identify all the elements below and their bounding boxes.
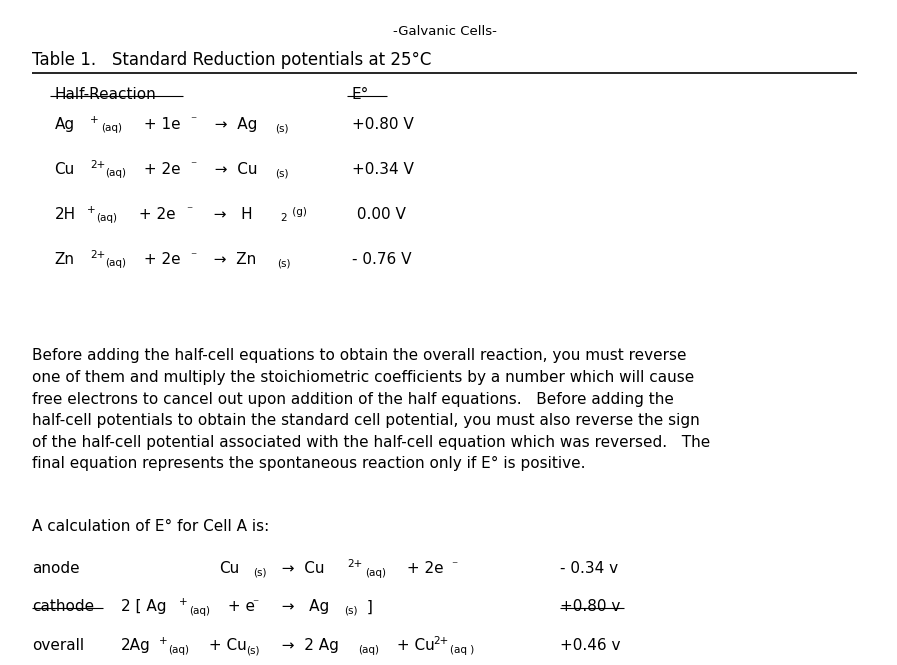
Text: (aq): (aq)	[365, 568, 386, 578]
Text: ⁻: ⁻	[186, 205, 192, 217]
Text: 0.00 V: 0.00 V	[352, 207, 405, 221]
Text: Half-Reaction: Half-Reaction	[55, 88, 156, 102]
Text: (s): (s)	[253, 568, 266, 578]
Text: +: +	[179, 597, 187, 607]
Text: →  Ag: → Ag	[205, 116, 257, 132]
Text: +0.80 V: +0.80 V	[352, 116, 414, 132]
Text: (aq ): (aq )	[450, 645, 475, 655]
Text: - 0.76 V: - 0.76 V	[352, 252, 411, 267]
Text: +0.34 V: +0.34 V	[352, 162, 414, 177]
Text: +0.80 v: +0.80 v	[560, 599, 621, 614]
Text: + Cu: + Cu	[392, 638, 434, 654]
Text: (s): (s)	[246, 645, 259, 655]
Text: - 0.34 v: - 0.34 v	[560, 561, 618, 576]
Text: →   Ag: → Ag	[272, 599, 329, 614]
Text: Table 1.   Standard Reduction potentials at 25°C: Table 1. Standard Reduction potentials a…	[32, 51, 431, 69]
Text: (aq): (aq)	[358, 645, 379, 655]
Text: (g): (g)	[289, 207, 307, 217]
Text: →  Cu: → Cu	[272, 561, 325, 576]
Text: +: +	[87, 205, 96, 215]
Text: (s): (s)	[275, 168, 289, 178]
Text: A calculation of E° for Cell A is:: A calculation of E° for Cell A is:	[32, 519, 270, 534]
Text: 2 [ Ag: 2 [ Ag	[121, 599, 167, 614]
Text: (aq): (aq)	[189, 606, 211, 616]
Text: cathode: cathode	[32, 599, 94, 614]
Text: ⁻: ⁻	[451, 559, 457, 572]
Text: ⁻: ⁻	[190, 250, 196, 263]
Text: (aq): (aq)	[105, 258, 126, 269]
Text: (s): (s)	[277, 258, 291, 269]
Text: →  Zn: → Zn	[204, 252, 256, 267]
Text: →  2 Ag: → 2 Ag	[272, 638, 339, 654]
Text: +0.46 v: +0.46 v	[560, 638, 621, 654]
Text: ]: ]	[362, 599, 373, 614]
Text: Before adding the half-cell equations to obtain the overall reaction, you must r: Before adding the half-cell equations to…	[32, 348, 710, 471]
Text: →   H: → H	[204, 207, 252, 221]
Text: + 2e: + 2e	[402, 561, 444, 576]
Text: →  Cu: → Cu	[205, 162, 257, 177]
Text: +: +	[90, 114, 99, 124]
Text: overall: overall	[32, 638, 84, 654]
Text: (aq): (aq)	[100, 123, 122, 133]
Text: 2+: 2+	[347, 559, 362, 569]
Text: Cu: Cu	[219, 561, 239, 576]
Text: 2H: 2H	[55, 207, 75, 221]
Text: -Galvanic Cells-: -Galvanic Cells-	[393, 25, 497, 37]
Text: anode: anode	[32, 561, 80, 576]
Text: (s): (s)	[275, 123, 289, 133]
Text: Ag: Ag	[55, 116, 74, 132]
Text: + 2e: + 2e	[139, 252, 180, 267]
Text: Cu: Cu	[55, 162, 74, 177]
Text: 2+: 2+	[433, 636, 448, 646]
Text: (aq): (aq)	[168, 645, 189, 655]
Text: +: +	[160, 636, 168, 646]
Text: (aq): (aq)	[96, 213, 118, 223]
Text: + 2e: + 2e	[135, 207, 176, 221]
Text: + 1e: + 1e	[139, 116, 180, 132]
Text: (aq): (aq)	[105, 168, 126, 178]
Text: (s): (s)	[344, 606, 357, 616]
Text: + Cu: + Cu	[204, 638, 247, 654]
Text: ⁻: ⁻	[190, 114, 196, 128]
Text: ⁻: ⁻	[252, 597, 258, 610]
Text: ⁻: ⁻	[190, 160, 196, 173]
Text: 2: 2	[280, 213, 286, 223]
Text: + 2e: + 2e	[139, 162, 180, 177]
Text: 2+: 2+	[90, 250, 105, 260]
Text: E°: E°	[352, 88, 369, 102]
Text: Zn: Zn	[55, 252, 74, 267]
Text: 2+: 2+	[90, 160, 105, 170]
Text: + e: + e	[223, 599, 255, 614]
Text: 2Ag: 2Ag	[121, 638, 151, 654]
